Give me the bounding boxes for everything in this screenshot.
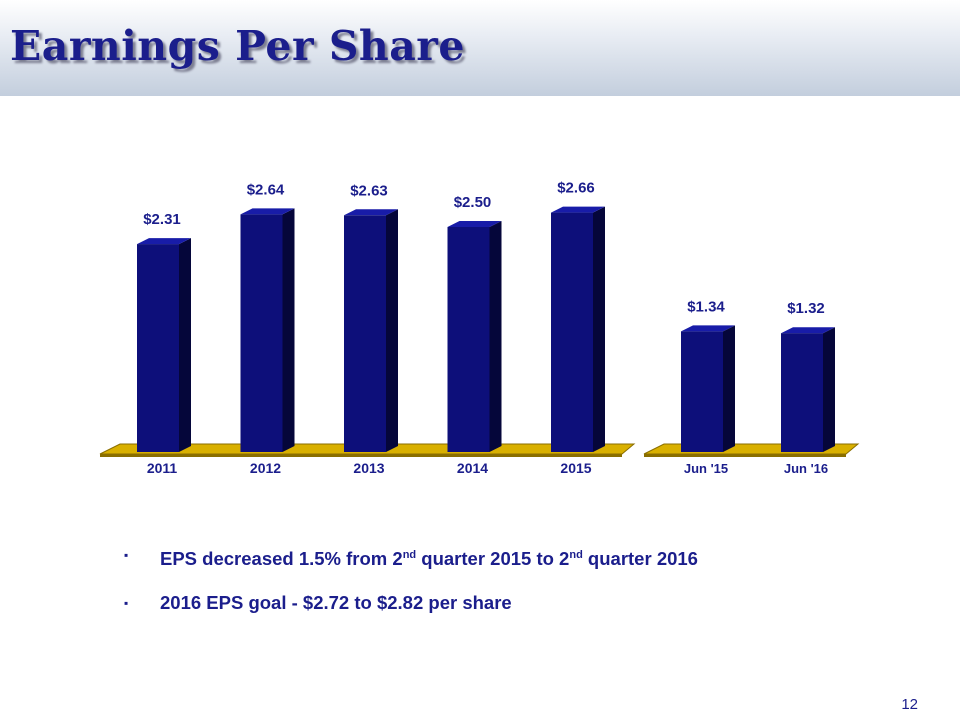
page-title: Earnings Per Share [10, 22, 465, 70]
chart-floor-edge [644, 454, 846, 457]
bar-side [179, 238, 191, 452]
bullet-item: ▪ EPS decreased 1.5% from 2nd quarter 20… [120, 540, 698, 588]
bar-top [240, 208, 295, 215]
bar-top [551, 206, 605, 213]
bar-top [137, 238, 191, 245]
bullet-list: ▪ EPS decreased 1.5% from 2nd quarter 20… [120, 540, 698, 636]
data-label: $2.66 [557, 180, 595, 197]
bar [551, 212, 593, 452]
category-label: Jun '15 [684, 461, 728, 476]
bar [344, 215, 386, 452]
bullet-text: 2016 EPS goal - $2.72 to $2.82 per share [160, 592, 512, 613]
bar-side [723, 325, 735, 452]
category-label: 2015 [560, 460, 591, 476]
category-label: 2012 [250, 460, 281, 476]
bar-side [386, 209, 398, 452]
data-label: $2.31 [143, 211, 181, 228]
category-label: 2011 [147, 460, 178, 476]
bar-top [781, 327, 835, 334]
category-label: 2014 [457, 460, 488, 476]
category-label: 2013 [353, 460, 384, 476]
bar-side [489, 221, 502, 452]
data-label: $2.64 [247, 181, 285, 198]
bar-top [681, 325, 735, 332]
bar [681, 331, 723, 452]
bar-side [282, 208, 295, 452]
bar-side [593, 206, 605, 452]
bar [447, 227, 490, 452]
data-label: $2.63 [350, 182, 388, 199]
bullet-marker: ▪ [124, 596, 129, 610]
data-label: $1.34 [687, 298, 725, 315]
bullet-item: ▪ 2016 EPS goal - $2.72 to $2.82 per sha… [120, 588, 698, 636]
bar [240, 214, 283, 452]
header-band: Earnings Per Share [0, 0, 960, 96]
category-label: Jun '16 [784, 461, 828, 476]
bar [781, 333, 823, 452]
data-label: $1.32 [787, 300, 825, 317]
bar-side [823, 327, 835, 452]
chart-floor-edge [100, 454, 622, 457]
bar [137, 244, 179, 452]
bullet-text: EPS decreased 1.5% from 2nd quarter 2015… [160, 548, 698, 570]
bullet-marker: ▪ [124, 548, 129, 562]
data-label: $2.50 [454, 194, 492, 211]
bar-top [344, 209, 398, 216]
page-number: 12 [901, 696, 918, 713]
bar-top [447, 221, 502, 227]
